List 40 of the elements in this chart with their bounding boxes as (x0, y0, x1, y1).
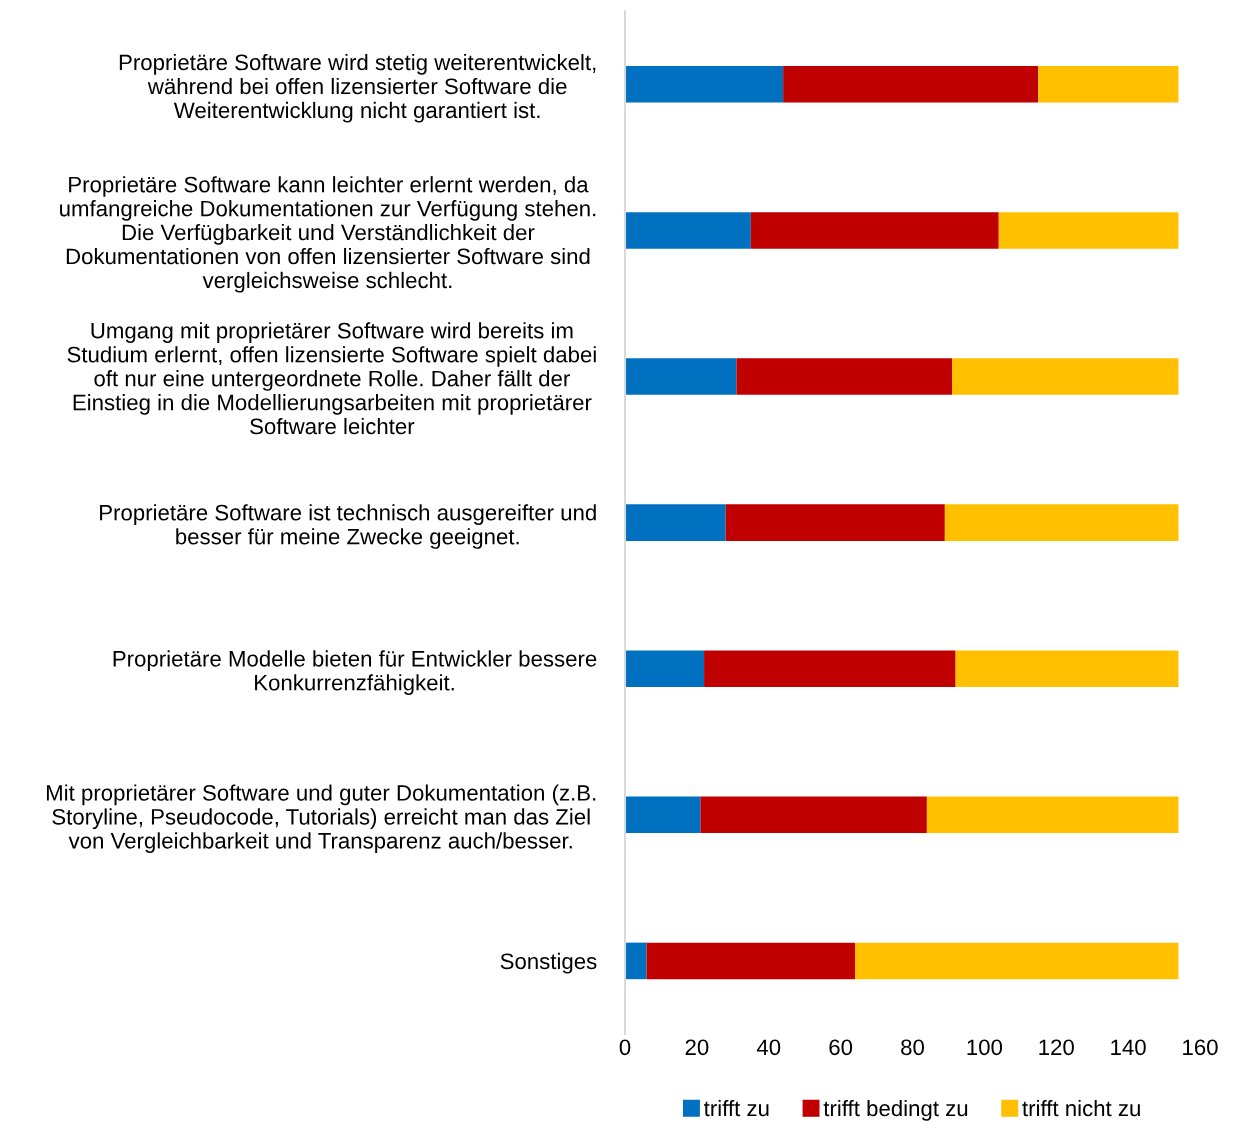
bar (700, 796, 927, 834)
bar (926, 796, 1179, 834)
bar (955, 650, 1179, 687)
bar (625, 796, 701, 834)
x-tick-label: 160 (1183, 1039, 1218, 1056)
bar (736, 358, 953, 395)
bar (625, 66, 784, 103)
bar (944, 504, 1179, 541)
x-tick-label: 100 (967, 1039, 1003, 1056)
y-tick-label: Proprietäre Software ist technisch ausgereifter und besser für meine Zwecke geeignet. (100, 504, 596, 549)
x-tick-label: 140 (1111, 1039, 1146, 1056)
bar (625, 212, 751, 249)
bar (704, 650, 956, 687)
x-tick-label: 60 (829, 1039, 853, 1056)
bar (725, 504, 945, 541)
x-tick-label: 20 (685, 1039, 709, 1056)
y-tick-label: Proprietäre Software kann leichter erlernt werden, da umfangreiche Dokumentationen zur Verfügung stehen. Die Verfügbarkeit und Verständlichkeit der Dokumentationen von offen lizensierter Software sind vergleichsweise schlecht. (60, 176, 596, 293)
x-tick-label: 0 (619, 1039, 631, 1056)
bar (625, 358, 737, 395)
y-tick-label: Proprietäre Software wird stetig weiterentwickelt, während bei offen lizensierter Software die Weiterentwicklung nicht garantiert ist. (119, 53, 596, 123)
bar (783, 66, 1039, 103)
y-tick-label: Umgang mit proprietärer Software wird bereits im Studium erlernt, offen lizensierte Software spielt dabei oft nur eine untergeordnete Rolle. Daher fällt der Einstieg in die Modellierungsarbeiten mit proprietärer Software leichter (67, 322, 596, 435)
legend-label: trifft bedingt zu (823, 1099, 968, 1121)
bar (952, 358, 1179, 395)
legend-label: trifft zu (703, 1099, 769, 1117)
bar (855, 942, 1179, 980)
x-tick-label: 120 (1039, 1039, 1074, 1056)
bar (625, 942, 647, 980)
x-tick-label: 40 (756, 1039, 781, 1056)
legend-label: trifft nicht zu (1022, 1099, 1140, 1117)
bar (998, 212, 1179, 249)
bar (1038, 66, 1179, 103)
bar (750, 212, 999, 249)
y-tick-label: Sonstiges (500, 952, 597, 974)
y-tick-label: Proprietäre Modelle bieten für Entwickler bessere Konkurrenzfähigkeit. (113, 650, 597, 695)
x-tick-label: 80 (901, 1039, 924, 1056)
bar (625, 650, 705, 687)
bar (646, 942, 855, 980)
y-tick-label: Mit proprietärer Software und guter Dokumentation (z.B. Storyline, Pseudocode, Tutorials) erreicht man das Ziel von Vergleichbarkeit und Transparenz auch/besser. (46, 784, 596, 854)
bar (625, 504, 726, 541)
